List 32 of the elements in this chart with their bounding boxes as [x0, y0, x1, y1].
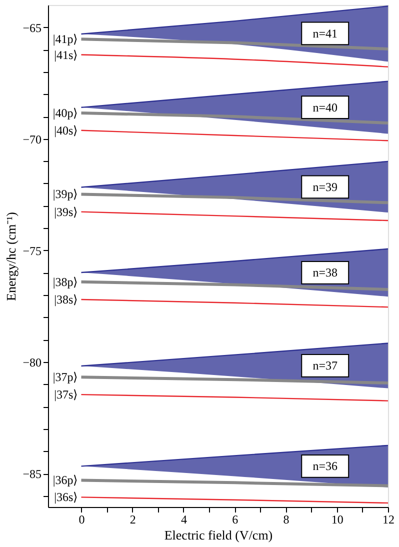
annotation: n=41 — [312, 26, 338, 40]
y-tick-label: −70 — [22, 132, 42, 146]
x-tick-label: 2 — [130, 512, 136, 526]
x-tick-label: 8 — [283, 512, 290, 526]
series-label: |38p⟩ — [52, 274, 78, 289]
y-tick-label: −85 — [22, 467, 42, 482]
series-label: |39p⟩ — [52, 187, 78, 202]
series-label: |38s⟩ — [54, 292, 78, 307]
series-label: |36s⟩ — [54, 490, 78, 504]
series-label: |41s⟩ — [54, 48, 78, 62]
annotation: n=40 — [312, 100, 338, 114]
x-tick-label: 10 — [331, 512, 344, 526]
series-label: |37p⟩ — [52, 370, 78, 384]
x-tick-label: 0 — [78, 512, 85, 526]
annotation: n=39 — [312, 180, 338, 194]
annotation: n=38 — [312, 266, 338, 280]
y-axis-title: Energy/hc (cm⁻¹) — [4, 212, 19, 301]
y-tick-label: −65 — [22, 20, 42, 35]
series-label: |36p⟩ — [52, 473, 78, 488]
series-label: |39s⟩ — [54, 204, 78, 219]
y-tick-label: −80 — [22, 355, 42, 370]
x-tick-label: 4 — [180, 512, 187, 526]
annotation: n=37 — [312, 358, 338, 373]
x-tick-label: 6 — [232, 512, 238, 526]
series-label: |37s⟩ — [54, 388, 78, 402]
annotation: n=36 — [312, 459, 338, 474]
x-axis-title: Electric field (V/cm) — [164, 528, 273, 542]
series-label: |40p⟩ — [52, 106, 78, 120]
series-label: |40s⟩ — [54, 123, 78, 138]
y-tick-label: −75 — [22, 244, 42, 258]
x-tick-label: 12 — [382, 512, 394, 526]
series-label: |41p⟩ — [52, 32, 78, 46]
